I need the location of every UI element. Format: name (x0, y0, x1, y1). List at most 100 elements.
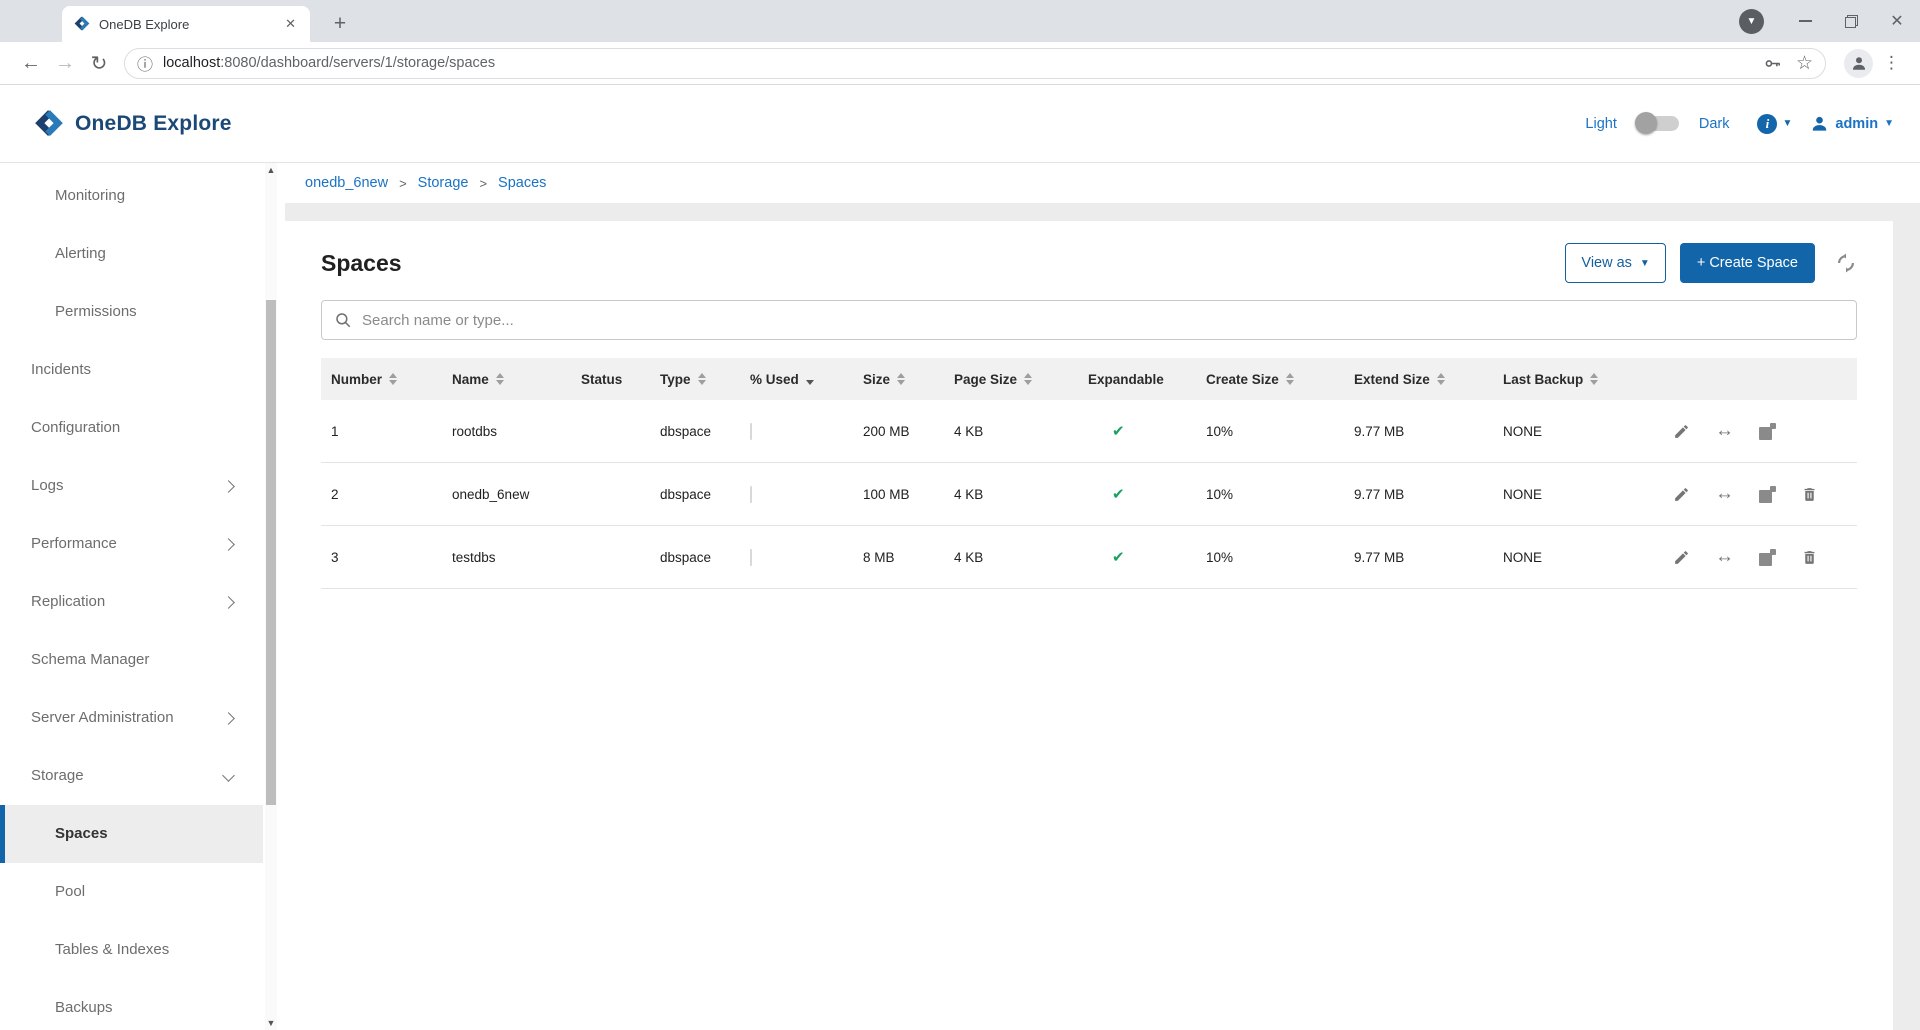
sidebar-item-pool[interactable]: Pool (55, 883, 86, 900)
browser-tab[interactable]: OneDB Explore ✕ (62, 6, 310, 42)
cell-size: 200 MB (863, 423, 910, 439)
expand-space-icon[interactable]: ↔ (1715, 483, 1734, 504)
user-icon (1813, 116, 1827, 131)
back-button[interactable]: ← (21, 51, 41, 74)
search-bar (321, 300, 1857, 340)
sidebar-item-replication[interactable]: Replication (0, 573, 263, 631)
breadcrumb-server-link[interactable]: onedb_6new (305, 175, 389, 191)
check-icon: ✔ (1112, 549, 1125, 566)
scrollbar-thumb[interactable] (266, 300, 276, 805)
cell-last-backup: NONE (1503, 486, 1543, 502)
page-title: Spaces (321, 249, 402, 276)
password-key-icon[interactable] (1763, 54, 1782, 73)
column-header-size[interactable]: Size (853, 372, 944, 387)
column-header-used[interactable]: % Used (740, 372, 853, 387)
site-info-icon[interactable]: ⓘ (137, 57, 154, 74)
bookmark-star-icon[interactable]: ☆ (1795, 52, 1813, 74)
fragmentation-icon[interactable] (1759, 548, 1776, 566)
address-bar[interactable]: ⓘ localhost:8080/dashboard/servers/1/sto… (124, 47, 1826, 79)
delete-icon[interactable] (1801, 549, 1818, 566)
forward-button[interactable]: → (55, 51, 75, 74)
cell-type: dbspace (660, 423, 712, 439)
breadcrumb-spaces-link[interactable]: Spaces (498, 175, 547, 191)
app-logo: OneDB Explore (34, 109, 232, 139)
check-icon: ✔ (1112, 486, 1125, 503)
scroll-up-icon[interactable]: ▲ (266, 165, 276, 175)
column-header-expandable: Expandable (1088, 371, 1164, 387)
info-menu[interactable]: i ▼ (1757, 113, 1792, 134)
sidebar-scrollbar[interactable]: ▲ ▼ (265, 163, 277, 1030)
breadcrumb-storage-link[interactable]: Storage (417, 175, 469, 191)
user-menu[interactable]: admin ▼ (1810, 114, 1894, 133)
delete-icon[interactable] (1801, 486, 1818, 503)
sidebar: Monitoring Alerting Permissions Incident… (0, 163, 285, 1030)
column-header-page-size[interactable]: Page Size (944, 372, 1078, 387)
sidebar-item-storage[interactable]: Storage (0, 747, 263, 805)
fragmentation-icon[interactable] (1759, 485, 1776, 503)
edit-icon[interactable] (1673, 423, 1690, 440)
column-header-number[interactable]: Number (321, 372, 442, 387)
cell-expandable: ✔ (1078, 548, 1196, 566)
sidebar-item-alerting[interactable]: Alerting (55, 245, 106, 262)
cell-status (571, 550, 650, 565)
window-close-button[interactable]: ✕ (1890, 13, 1904, 30)
sidebar-item-performance[interactable]: Performance (0, 515, 263, 573)
edit-icon[interactable] (1673, 549, 1690, 566)
cell-name: testdbs (452, 549, 496, 565)
sidebar-item-spaces[interactable]: Spaces (0, 805, 263, 863)
search-input[interactable] (362, 311, 1844, 329)
chevron-right-icon (222, 537, 235, 551)
check-icon: ✔ (1112, 423, 1125, 440)
sidebar-item-server-administration[interactable]: Server Administration (0, 689, 263, 747)
sidebar-item-permissions[interactable]: Permissions (55, 303, 137, 320)
browser-menu-icon[interactable]: ⋮ (1883, 53, 1900, 72)
cell-expandable: ✔ (1078, 422, 1196, 440)
sidebar-item-monitoring[interactable]: Monitoring (55, 187, 126, 204)
cell-page-size: 4 KB (954, 549, 984, 565)
sidebar-item-backups[interactable]: Backups (55, 999, 113, 1016)
reload-button[interactable]: ↻ (90, 52, 108, 75)
column-header-name[interactable]: Name (442, 372, 571, 387)
breadcrumb-separator: > (399, 175, 407, 191)
cell-expandable: ✔ (1078, 485, 1196, 503)
theme-dark-label: Dark (1698, 115, 1730, 132)
view-as-button[interactable]: View as ▼ (1565, 243, 1666, 283)
app-title: OneDB Explore (75, 111, 232, 135)
theme-light-label: Light (1585, 115, 1617, 132)
onedb-logo-icon (34, 109, 64, 139)
user-name: admin (1835, 115, 1879, 132)
table-header-row: Number Name Status Type % Used Size Page… (321, 358, 1857, 400)
cell-name: rootdbs (452, 423, 498, 439)
refresh-icon[interactable] (1835, 252, 1857, 274)
new-tab-button[interactable]: + (333, 12, 347, 35)
used-progress-bar (750, 548, 752, 566)
sidebar-item-incidents[interactable]: Incidents (31, 361, 92, 378)
window-restore-button[interactable] (1828, 0, 1874, 42)
cell-create-size: 10% (1206, 549, 1234, 565)
chevron-right-icon (222, 595, 235, 609)
expand-space-icon[interactable]: ↔ (1715, 546, 1734, 567)
column-header-last-backup[interactable]: Last Backup (1493, 372, 1663, 387)
create-space-button[interactable]: + Create Space (1679, 243, 1815, 283)
column-header-type[interactable]: Type (650, 372, 740, 387)
scroll-down-icon[interactable]: ▼ (266, 1018, 276, 1028)
expand-space-icon[interactable]: ↔ (1715, 420, 1734, 441)
sidebar-item-schema-manager[interactable]: Schema Manager (31, 651, 150, 668)
sidebar-item-configuration[interactable]: Configuration (31, 419, 121, 436)
chevron-down-icon (222, 769, 235, 783)
browser-profile-avatar[interactable] (1844, 48, 1873, 78)
browser-update-icon[interactable]: ▼ (1739, 8, 1764, 34)
window-minimize-button[interactable] (1782, 0, 1828, 42)
sidebar-item-tables-indexes[interactable]: Tables & Indexes (55, 941, 170, 958)
fragmentation-icon[interactable] (1759, 422, 1776, 440)
edit-icon[interactable] (1673, 486, 1690, 503)
app-header: OneDB Explore Light Dark i ▼ admin ▼ (0, 85, 1920, 163)
chevron-down-icon: ▼ (1884, 118, 1894, 129)
column-header-create-size[interactable]: Create Size (1196, 372, 1344, 387)
tab-close-icon[interactable]: ✕ (285, 16, 296, 31)
cell-type: dbspace (660, 486, 712, 502)
theme-toggle[interactable] (1634, 112, 1679, 134)
column-header-extend-size[interactable]: Extend Size (1344, 372, 1493, 387)
cell-used (740, 422, 853, 440)
sidebar-item-logs[interactable]: Logs (0, 457, 263, 515)
